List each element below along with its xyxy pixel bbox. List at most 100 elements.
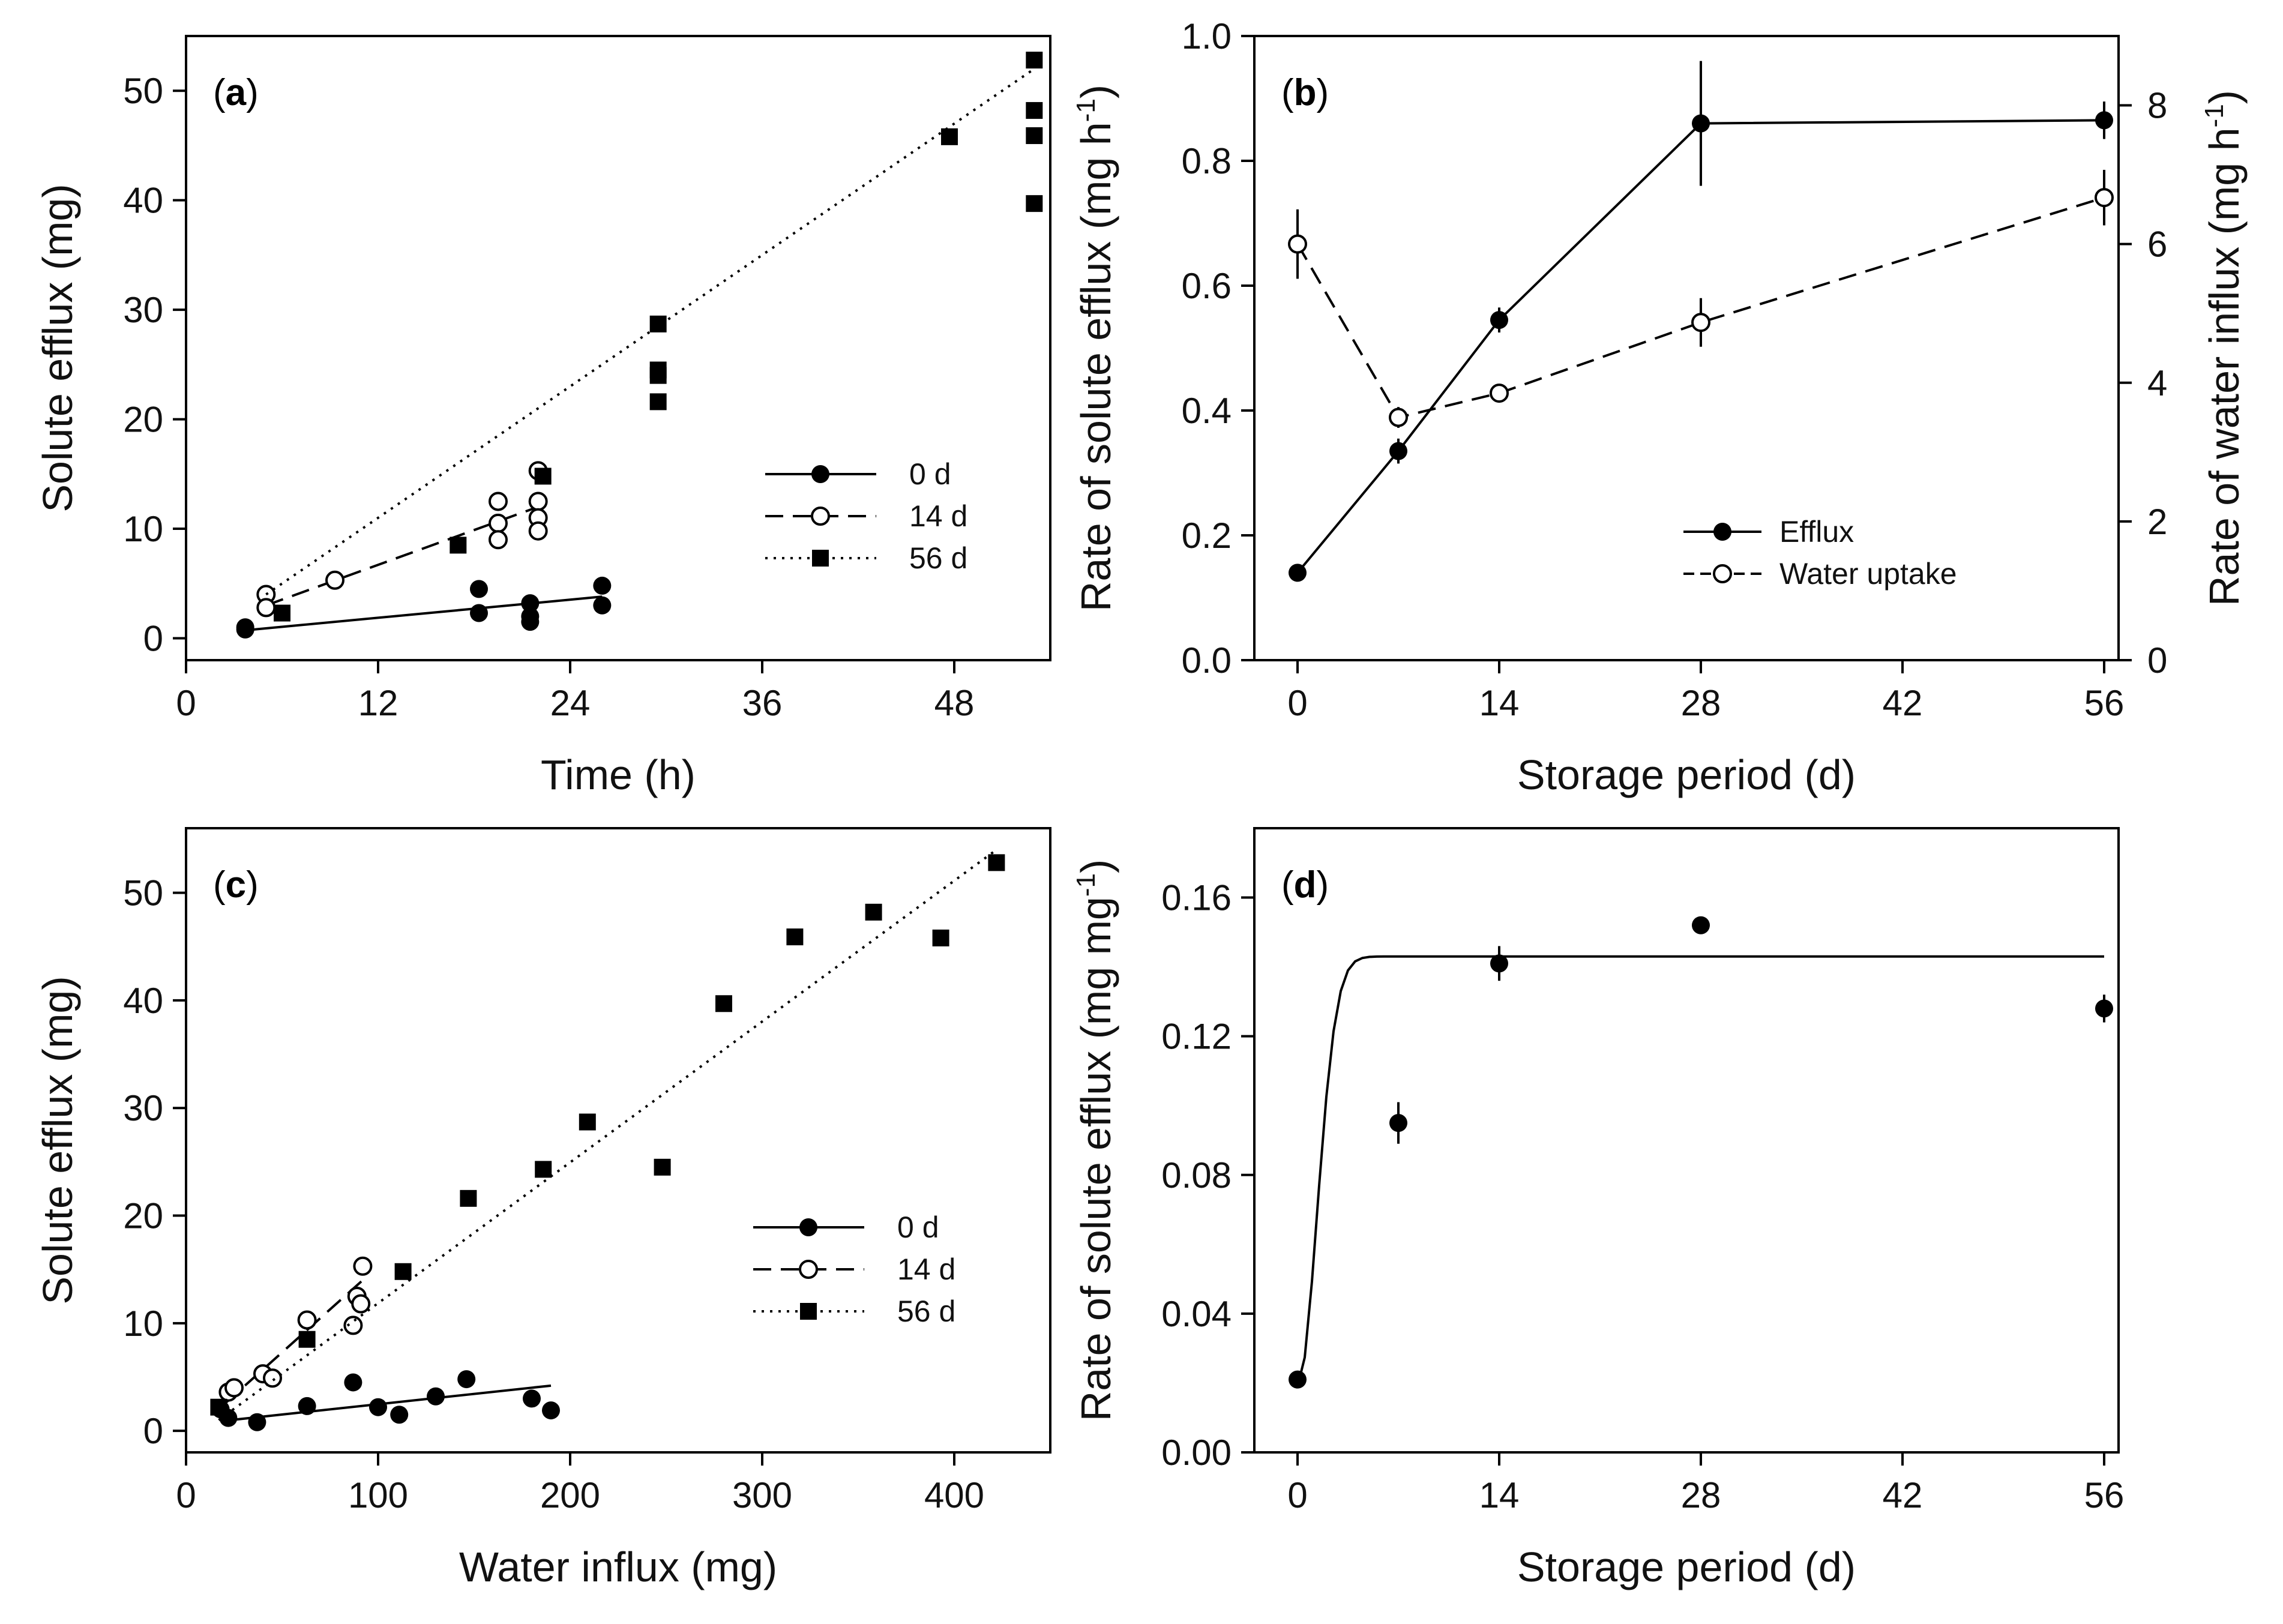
- panel-a-legend-marker: [812, 550, 829, 567]
- panel-b-x-tick-label: 42: [1883, 683, 1923, 723]
- panel-b-legend-label: Water uptake: [1779, 557, 1957, 591]
- panel-c-series-2-point: [865, 903, 882, 921]
- panel-c-series-1-point: [263, 1368, 282, 1388]
- panel-a-series-0-point: [236, 620, 254, 639]
- panel-b-y-tick-label: 1.0: [1182, 16, 1232, 56]
- panel-c-series-0-point: [390, 1406, 409, 1424]
- panel-a-series-2-point: [649, 367, 667, 384]
- panel-b-series-0-point: [1692, 114, 1710, 133]
- panel-a-series-2-point: [1026, 127, 1043, 145]
- panel-d-series-0-point: [1289, 1370, 1307, 1389]
- panel-a-y-tick-label: 40: [123, 181, 163, 221]
- panel-c-series-2-point: [460, 1189, 477, 1207]
- panel-c-x-tick-label: 200: [540, 1475, 600, 1515]
- panel-b-y2-tick-label: 8: [2147, 86, 2167, 126]
- panel-c-x-tick-label: 100: [348, 1475, 408, 1515]
- panel-a-legend-label: 56 d: [909, 541, 967, 575]
- panel-c-y-tick-label: 20: [123, 1196, 163, 1236]
- panel-a-series-2-point: [1026, 52, 1043, 69]
- panel-c-series-1-point: [353, 1256, 373, 1276]
- panel-c-series-2-point: [654, 1158, 671, 1176]
- panel-c-series-1-point: [297, 1310, 317, 1330]
- panel-d-series-0-point: [2095, 999, 2113, 1018]
- panel-c-series-2-point: [394, 1263, 412, 1280]
- panel-c-legend-marker: [799, 1218, 817, 1236]
- panel-c-y-tick-label: 0: [143, 1411, 163, 1451]
- panel-b-series-1-point: [1691, 313, 1710, 332]
- panel-a-series-0-point: [593, 576, 612, 595]
- panel-b-series-0-point: [1490, 311, 1508, 329]
- panel-b-series-0-point: [2095, 111, 2113, 130]
- panel-c-legend-label: 0 d: [897, 1210, 939, 1244]
- panel-b-x-tick-label: 14: [1479, 683, 1520, 723]
- panel-c-series-2-point: [298, 1331, 316, 1348]
- panel-c-series-0-point: [248, 1413, 266, 1431]
- panel-c: 0 100 200 300 400 0 10 20 30 40 50 Water influx (mg…: [34, 827, 1051, 1590]
- panel-a-series-1-point: [489, 513, 508, 533]
- panel-a-x-tick-label: 36: [742, 683, 783, 723]
- panel-a-series-1-point: [256, 598, 276, 618]
- panel-c-y-tick-label: 40: [123, 981, 163, 1021]
- panel-a-series-1-point: [325, 570, 344, 590]
- panel-d-series-0-point: [1389, 1114, 1407, 1132]
- panel-a-y-tick-label: 0: [143, 619, 163, 659]
- panel-b-y-axis-label: Rate of solute efflux (mg h-1): [1071, 85, 1119, 612]
- panel-c-series-2-point: [579, 1113, 596, 1131]
- panel-a-series-0-point: [470, 580, 488, 598]
- panel-c-x-axis-label: Water influx (mg): [459, 1544, 777, 1590]
- panel-c-legend-label: 56 d: [897, 1295, 955, 1328]
- panel-c-y-axis-label: Solute efflux (mg): [34, 976, 81, 1304]
- panel-a-y-tick-label: 10: [123, 509, 163, 549]
- panel-c-series-0-point: [298, 1397, 316, 1415]
- panel-c-y-tick-label: 50: [123, 873, 163, 913]
- panel-b-y2-axis-label: Rate of water influx (mg h-1): [2200, 90, 2248, 606]
- panel-a-y-tick-label: 50: [123, 71, 163, 111]
- panel-c-series-2-fit-line: [218, 849, 997, 1421]
- panel-c-series-2-point: [715, 995, 732, 1012]
- panel-c-series-0-point: [369, 1398, 387, 1416]
- panel-a-legend-label: 0 d: [909, 457, 951, 491]
- panel-c-x-tick-label: 0: [176, 1475, 196, 1515]
- panel-b-y-tick-label: 0.6: [1182, 266, 1232, 306]
- panel-a-series-1-point: [489, 492, 508, 511]
- panel-c-frame: [185, 827, 1051, 1454]
- panel-b-legend-marker: [1713, 564, 1732, 583]
- panel-b-y2-tick-label: 0: [2147, 640, 2167, 681]
- panel-d-frame: [1253, 827, 2120, 1454]
- panel-a-y-axis-label: Solute efflux (mg): [34, 184, 81, 512]
- panel-c-legend-marker: [800, 1303, 817, 1320]
- panel-c-y-tick-label: 30: [123, 1088, 163, 1128]
- panel-d-y-tick-label: 0.12: [1161, 1017, 1232, 1057]
- panel-d-y-tick-label: 0.04: [1161, 1294, 1232, 1334]
- panel-c-legend-marker: [799, 1260, 818, 1279]
- panel-d: 0 14 28 42 56 0.00 0.04 0.08 0.12 0.16 Storage per…: [1071, 827, 2124, 1590]
- panel-d-x-tick-label: 0: [1287, 1475, 1307, 1515]
- panel-d-series-0-point: [1692, 916, 1710, 934]
- panel-c-series-1-point: [224, 1378, 244, 1398]
- panel-a-series-0-point: [593, 596, 612, 615]
- panel-b-legend-label: Efflux: [1779, 515, 1854, 549]
- panel-d-y-tick-label: 0.16: [1161, 878, 1232, 918]
- panel-b-frame: [1253, 35, 2120, 661]
- panel-a-series-1-fit-line: [265, 505, 539, 607]
- panel-a-series-0-fit-line: [242, 595, 603, 632]
- panel-c-series-0-point: [542, 1401, 560, 1420]
- panel-b-y-tick-label: 0.8: [1182, 141, 1232, 181]
- panel-a-series-0-point: [521, 594, 540, 613]
- panel-a-x-tick-label: 0: [176, 683, 196, 723]
- panel-b-label: (b): [1281, 72, 1329, 113]
- panel-a-series-2-point: [1026, 195, 1043, 212]
- panel-a-x-tick-label: 12: [358, 683, 399, 723]
- panel-c-x-tick-label: 400: [924, 1475, 984, 1515]
- panel-d-x-tick-label: 14: [1479, 1475, 1520, 1515]
- panel-c-series-1-point: [343, 1316, 363, 1335]
- panel-a-legend-marker: [811, 465, 829, 483]
- panel-b-series-1-point: [1389, 408, 1408, 427]
- panel-a-series-2-point: [649, 393, 667, 411]
- panel-d-label: (d): [1281, 864, 1329, 906]
- panel-c-x-tick-label: 300: [732, 1475, 792, 1515]
- panel-d-x-tick-label: 42: [1883, 1475, 1923, 1515]
- panel-a-series-2-point: [534, 468, 552, 485]
- panel-b-series-0-point: [1289, 564, 1307, 582]
